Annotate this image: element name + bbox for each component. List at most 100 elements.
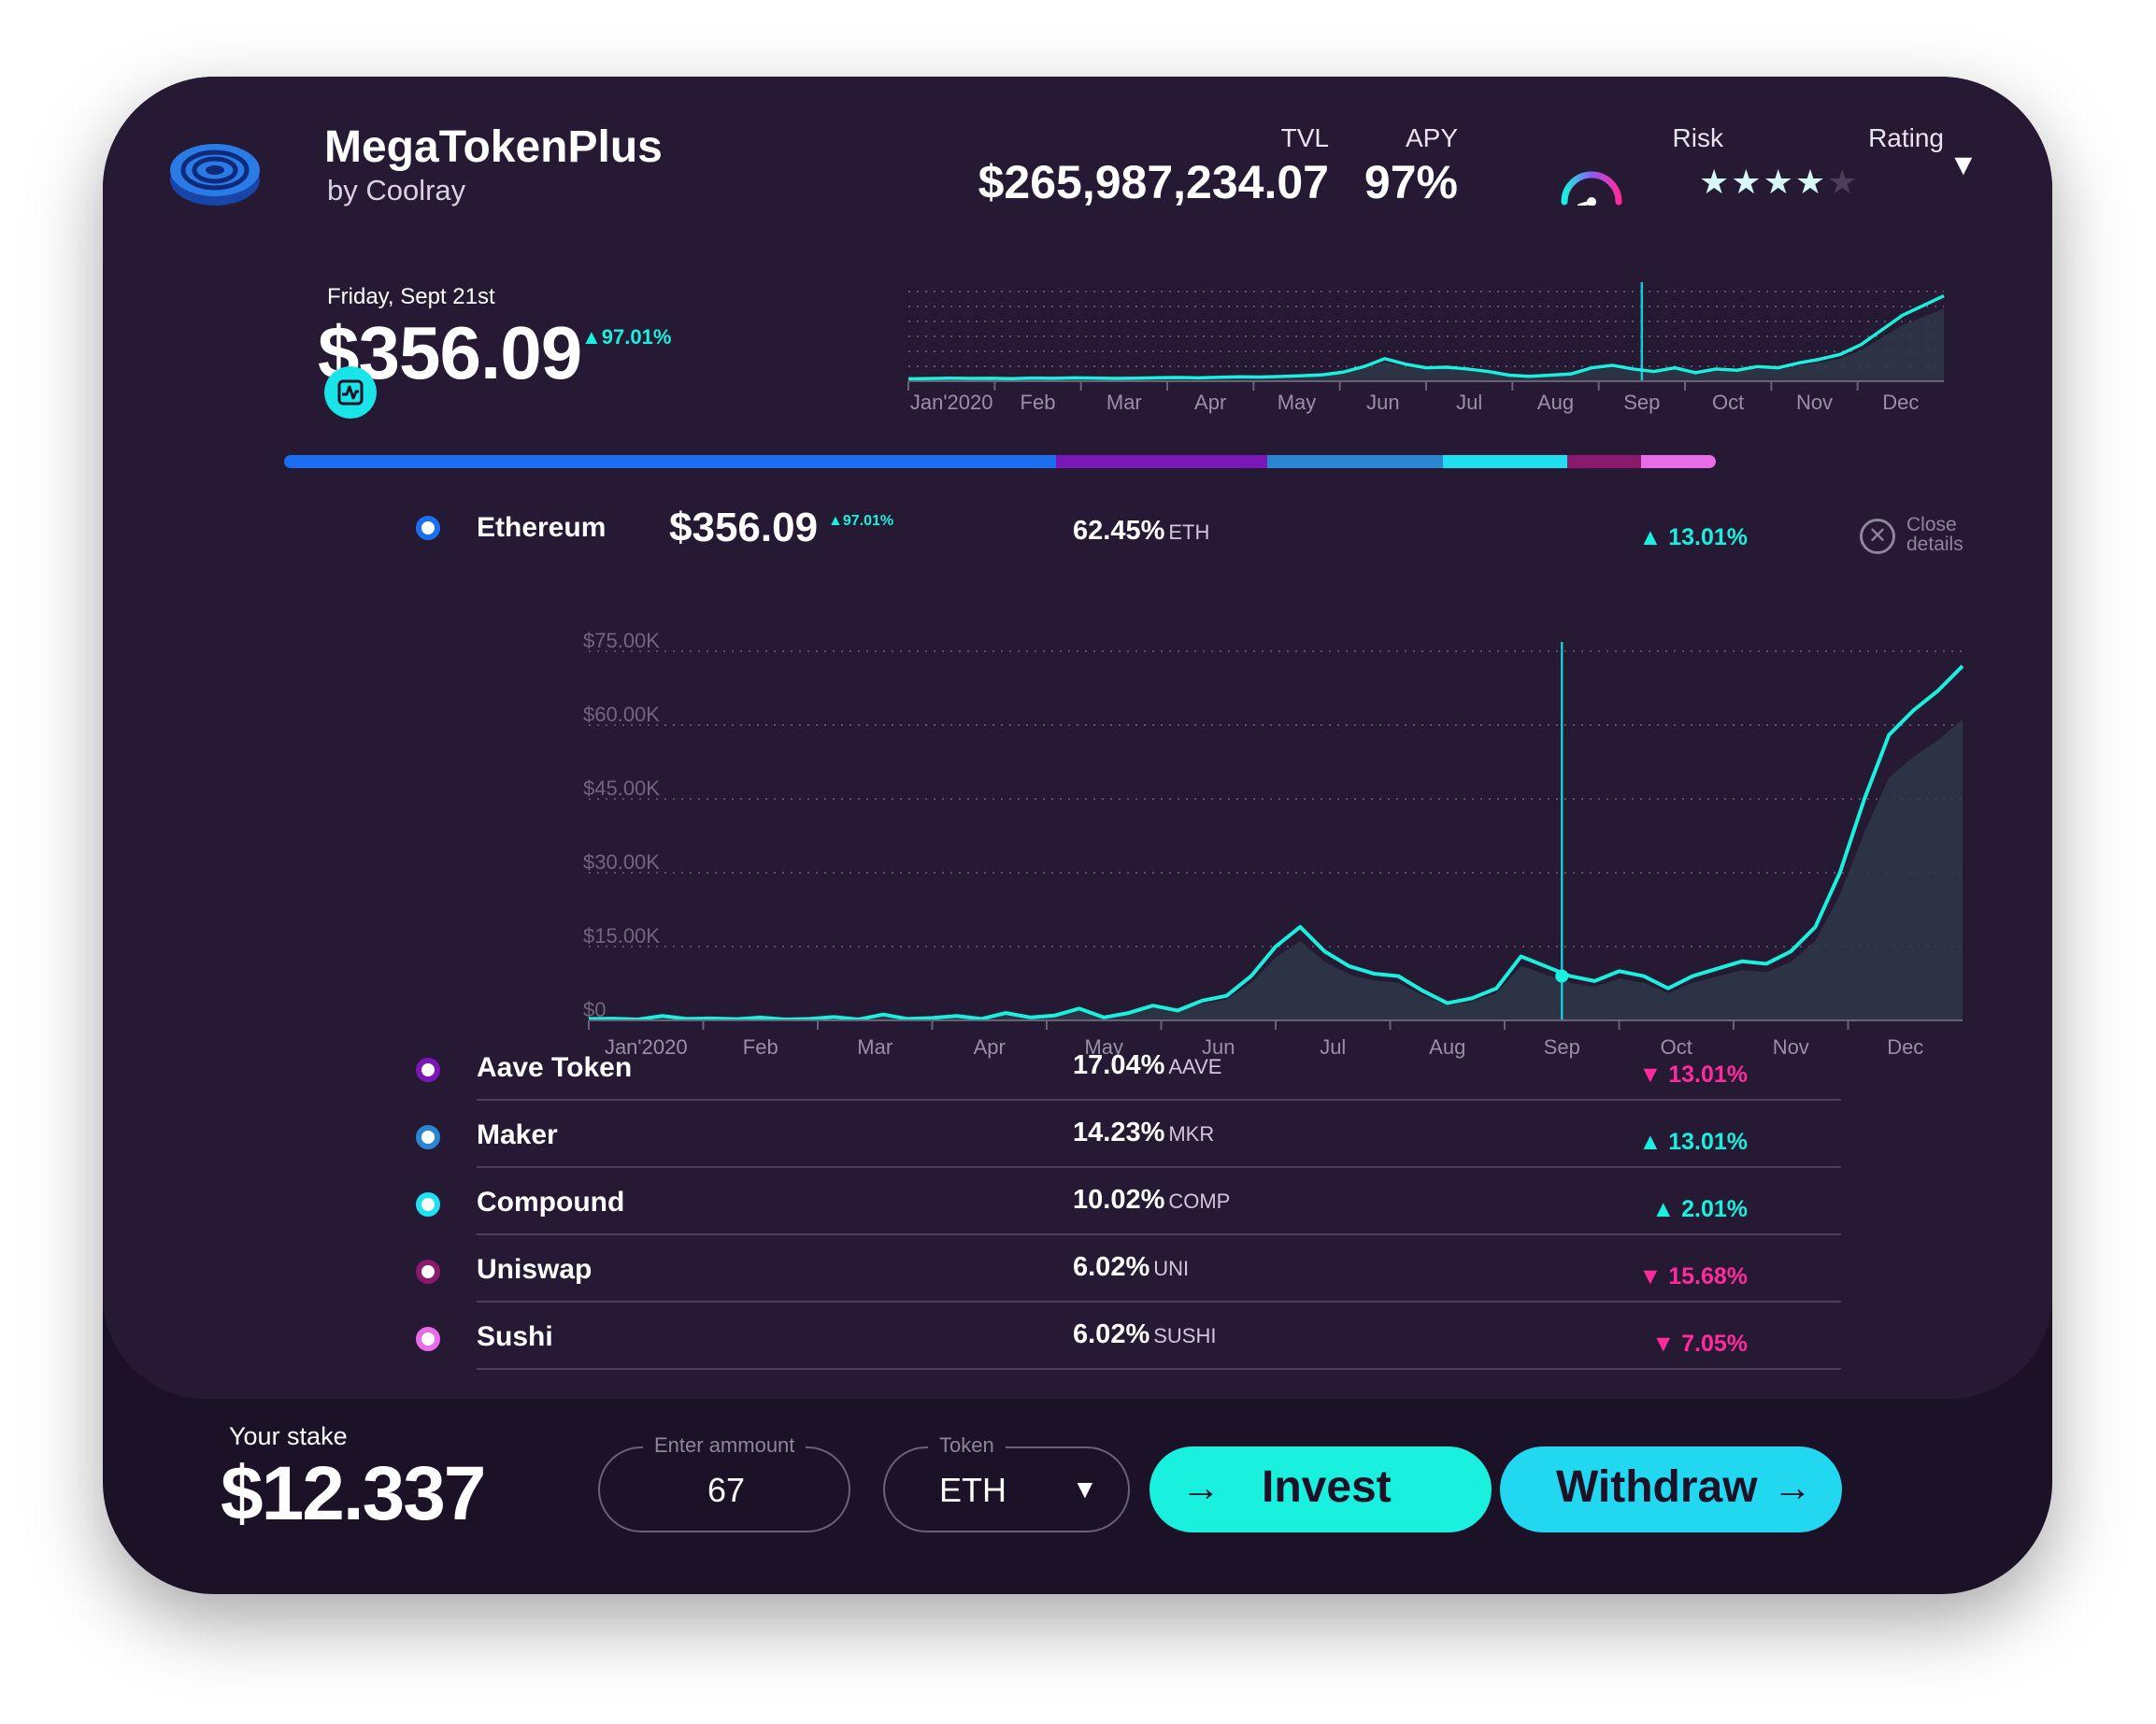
token-share: 10.02% COMP (1073, 1185, 1230, 1216)
amount-input[interactable]: 67 (707, 1471, 746, 1509)
token-symbol: SUSHI (1153, 1324, 1217, 1347)
x-tick-label: Dec (1882, 391, 1919, 414)
x-tick-label: Aug (1537, 391, 1574, 414)
token-share-value: 10.02% (1073, 1185, 1165, 1215)
vault-name: MegaTokenPlus (324, 122, 663, 172)
close-icon: ✕ (1860, 519, 1895, 554)
volume-area (589, 719, 1963, 1020)
selected-token-share: 62.45% ETH (1073, 516, 1209, 547)
x-tick-label: Nov (1796, 391, 1833, 414)
tvl-value: $265,987,234.07 (978, 156, 1329, 208)
x-tick-label: Aug (1429, 1035, 1465, 1059)
star-empty-icon: ★ (1827, 163, 1860, 201)
rating-label: Rating (1868, 123, 1944, 152)
allocation-segment[interactable] (1641, 455, 1716, 468)
amount-field[interactable]: Enter ammount 67 (598, 1433, 850, 1532)
selected-token-change-value: 13.01% (1668, 524, 1748, 550)
price-line (588, 664, 1964, 1021)
token-change-value: 13.01% (1668, 1129, 1748, 1155)
token-share: 17.04% AAVE (1073, 1050, 1221, 1081)
rating-stars: ★★★★★ (1699, 163, 1859, 202)
token-select-value: ETH (939, 1471, 1007, 1509)
star-filled-icon: ★ (1763, 163, 1795, 201)
token-name: Aave Token (477, 1052, 633, 1083)
allocation-segment[interactable] (1443, 455, 1567, 468)
down-arrow-icon: ▼ (1651, 1331, 1676, 1357)
token-change: ▼ 13.01% (1598, 1061, 1749, 1089)
token-change-value: 15.68% (1668, 1263, 1748, 1289)
up-arrow-icon: ▲ (1638, 524, 1663, 550)
y-tick-label: $60.00K (583, 703, 660, 726)
vault-creator: by Coolray (327, 174, 466, 207)
arrow-right-icon: → (1181, 1465, 1221, 1509)
token-symbol: MKR (1168, 1122, 1215, 1146)
token-indicator-dot[interactable] (416, 1192, 440, 1217)
token-share: 6.02% UNI (1073, 1252, 1189, 1283)
apy-label: APY (1405, 123, 1458, 152)
token-share: 14.23% MKR (1073, 1118, 1214, 1148)
token-select[interactable]: Token ETH ▼ (883, 1433, 1130, 1532)
selected-token-price-change: ▲97.01% (828, 513, 893, 530)
selected-token-share-value: 62.45% (1073, 516, 1165, 546)
allocation-segment[interactable] (1056, 455, 1267, 468)
up-arrow-icon: ▲ (828, 513, 843, 529)
row-divider (477, 1233, 1841, 1235)
token-change-value: 13.01% (1668, 1061, 1748, 1088)
y-tick-label: $15.00K (583, 924, 660, 947)
token-symbol: AAVE (1168, 1055, 1222, 1078)
withdraw-button[interactable]: Withdraw → (1500, 1446, 1842, 1532)
up-arrow-icon: ▲ (1651, 1196, 1676, 1222)
stake-label: Your stake (229, 1422, 348, 1450)
token-symbol: COMP (1168, 1190, 1231, 1213)
chart-view-icon[interactable] (324, 366, 377, 419)
risk-label: Risk (1672, 123, 1723, 152)
token-change: ▼ 15.68% (1598, 1263, 1749, 1290)
apy-value: 97% (1364, 156, 1458, 208)
token-indicator-dot[interactable] (416, 516, 440, 540)
allocation-segment[interactable] (284, 455, 1057, 468)
token-share: 6.02% SUSHI (1073, 1319, 1216, 1350)
tvl-label: TVL (1280, 123, 1329, 152)
x-tick-label: Apr (974, 1035, 1006, 1059)
x-tick-label: Feb (743, 1035, 778, 1059)
y-tick-label: $30.00K (583, 850, 660, 874)
x-tick-label: Feb (1021, 391, 1056, 414)
token-change: ▲ 2.01% (1598, 1196, 1748, 1223)
summary-change-value: 97.01% (601, 325, 672, 349)
token-select-label: Token (928, 1433, 1006, 1458)
token-indicator-dot[interactable] (416, 1125, 440, 1149)
invest-button[interactable]: → Invest (1149, 1446, 1492, 1532)
token-value-chart[interactable]: $75.00K$60.00K$45.00K$30.00K$15.00K$0Jan… (467, 563, 1981, 1086)
star-filled-icon: ★ (1794, 163, 1828, 201)
token-share-value: 6.02% (1073, 1252, 1150, 1282)
x-tick-label: Dec (1887, 1035, 1923, 1059)
vault-card: MegaTokenPlus by Coolray TVL $265,987,23… (103, 77, 2052, 1594)
x-tick-label: May (1278, 391, 1317, 414)
allocation-segment[interactable] (1266, 455, 1444, 468)
token-name: Uniswap (477, 1254, 593, 1285)
overview-chart[interactable]: Jan'2020 Feb Mar Apr May Jun Jul Aug Sep Oct Nov De… (903, 282, 1953, 497)
summary-change: ▲97.01% (581, 325, 671, 349)
x-tick-label: Sep (1623, 391, 1660, 414)
token-indicator-dot[interactable] (416, 1260, 440, 1284)
x-tick-label: Jun (1366, 391, 1399, 414)
x-tick-label: Sep (1544, 1035, 1580, 1059)
token-name: Maker (477, 1119, 558, 1150)
x-tick-label: Mar (857, 1035, 892, 1059)
x-tick-label: Oct (1661, 1035, 1692, 1059)
up-arrow-icon: ▲ (1638, 1129, 1663, 1155)
token-indicator-dot[interactable] (416, 1327, 440, 1351)
close-details-button[interactable]: ✕ Close details (1860, 515, 2009, 562)
row-divider (477, 1301, 1841, 1303)
up-arrow-icon: ▲ (581, 325, 602, 349)
token-indicator-dot[interactable] (416, 1058, 440, 1082)
dropdown-arrow-icon[interactable]: ▼ (1949, 148, 1978, 181)
selected-token-name[interactable]: Ethereum (477, 512, 607, 543)
token-change-value: 7.05% (1681, 1331, 1748, 1357)
row-divider (477, 1166, 1841, 1168)
allocation-segment[interactable] (1566, 455, 1642, 468)
token-name: Compound (477, 1187, 625, 1218)
row-divider (477, 1368, 1841, 1370)
x-tick-label: Oct (1712, 391, 1744, 414)
star-filled-icon: ★ (1699, 163, 1732, 201)
